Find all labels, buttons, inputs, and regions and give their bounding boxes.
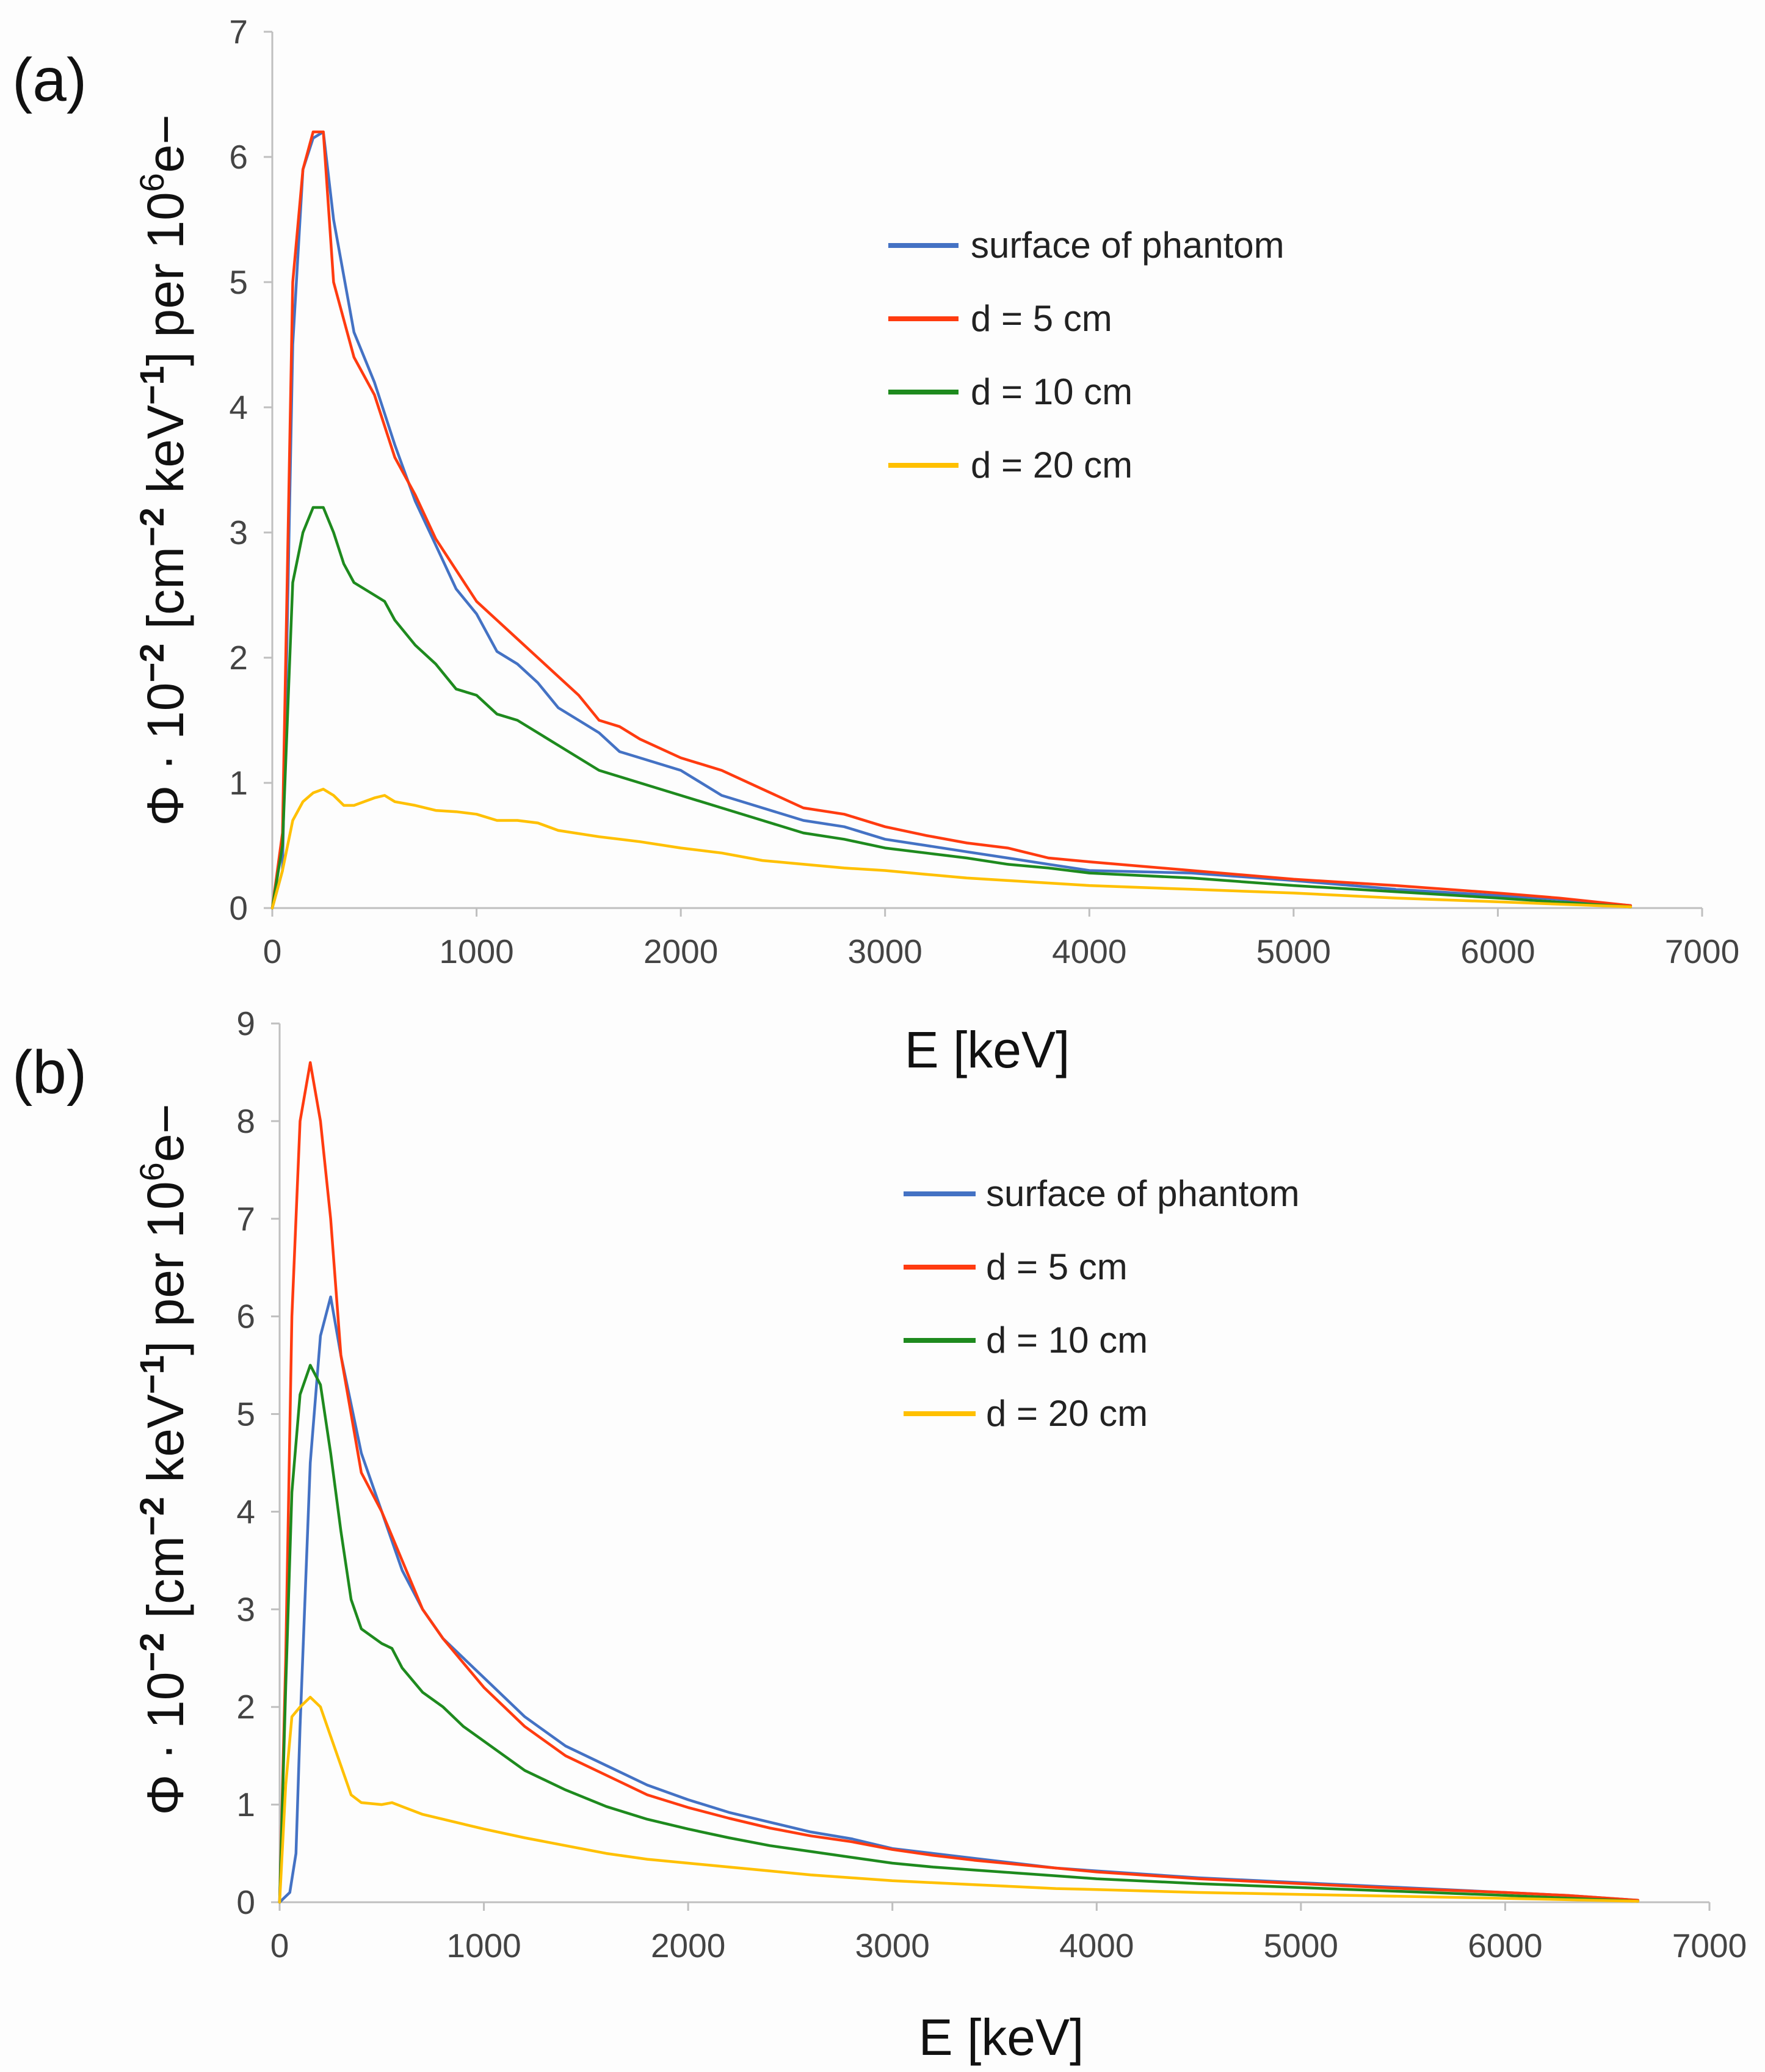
ylabel-exp1-b: −2	[132, 1633, 171, 1672]
series-line-surface-a	[270, 130, 1633, 910]
y-ticks-b: 0 1 2 3 4 5 6 7 8 9	[236, 1005, 280, 1921]
ylabel-unit3-b: ] per 10	[137, 1181, 194, 1355]
y-tick-label-b-6: 6	[236, 1298, 255, 1336]
series-lines-a	[270, 130, 1633, 910]
y-tick-label-a-2: 2	[229, 639, 248, 677]
y-ticks-a: 0 1 2 3 4 5 6 7	[229, 13, 272, 927]
y-tick-label-b-4: 4	[236, 1492, 255, 1530]
y-tick-label-a-4: 4	[229, 388, 248, 426]
axes-b	[278, 1023, 1709, 1903]
legend-a: surface of phantom d = 5 cm d = 10 cm d …	[888, 225, 1285, 485]
x-tick-label-a-6: 6000	[1460, 932, 1535, 970]
y-tick-label-b-3: 3	[236, 1590, 255, 1628]
legend-b: surface of phantom d = 5 cm d = 10 cm d …	[904, 1173, 1300, 1434]
x-tick-label-b-7: 7000	[1672, 1927, 1747, 1965]
x-ticks-b: 0 1000 2000 3000 4000 5000 6000 7000	[270, 1902, 1747, 1965]
y-axis-title-b: Φ · 10−2 [cm−2 keV−1] per 106e−	[132, 1103, 194, 1815]
x-tick-label-b-4: 4000	[1059, 1927, 1134, 1965]
y-tick-label-b-7: 7	[236, 1200, 255, 1238]
x-axis-title-a: E [keV]	[905, 1021, 1070, 1078]
panel-label-b: (b)	[12, 1038, 87, 1107]
y-tick-label-b-1: 1	[236, 1786, 255, 1823]
y-tick-label-b-5: 5	[236, 1395, 255, 1433]
legend-label-surface-a: surface of phantom	[971, 225, 1285, 266]
chart-panel-b: (b) 0 1 2 3 4 5 6 7 8 9 0 1000 2000 3000 4000 5000 6000…	[12, 1005, 1747, 2066]
series-line-d20-b	[278, 1695, 1640, 1904]
y-tick-label-a-3: 3	[229, 514, 248, 551]
ylabel-unit4-b: e−	[137, 1103, 194, 1162]
x-tick-label-b-3: 3000	[855, 1927, 930, 1965]
y-tick-label-a-5: 5	[229, 263, 248, 301]
ylabel-unit2-b: keV	[137, 1394, 194, 1497]
x-tick-label-b-2: 2000	[651, 1927, 725, 1965]
x-tick-label-a-0: 0	[263, 932, 282, 970]
ylabel-exp2-b: −2	[132, 1497, 171, 1536]
ylabel-unit1-a: [cm	[137, 547, 194, 644]
x-tick-label-a-7: 7000	[1665, 932, 1739, 970]
x-tick-label-a-5: 5000	[1256, 932, 1331, 970]
x-tick-label-a-3: 3000	[848, 932, 922, 970]
y-tick-label-b-8: 8	[236, 1102, 255, 1140]
ylabel-unit2-a: keV	[137, 405, 194, 507]
x-tick-label-b-1: 1000	[446, 1927, 521, 1965]
legend-label-d20-a: d = 20 cm	[971, 445, 1133, 485]
x-tick-label-a-2: 2000	[643, 932, 718, 970]
ylabel-exp2-a: −2	[132, 507, 171, 547]
ylabel-exp4-a: 6	[132, 173, 171, 192]
ylabel-exp3-b: −1	[132, 1355, 171, 1394]
series-line-surface-b	[278, 1295, 1640, 1904]
x-axis-title-b: E [keV]	[919, 2008, 1084, 2066]
y-tick-label-b-0: 0	[236, 1883, 255, 1921]
x-ticks-a: 0 1000 2000 3000 4000 5000 6000 7000	[263, 908, 1739, 970]
legend-label-d20-b: d = 20 cm	[986, 1393, 1148, 1434]
y-tick-label-a-7: 7	[229, 13, 248, 51]
ylabel-unit1-b: [cm	[137, 1536, 194, 1633]
chart-panel-a: (a) 0 1 2 3 4 5 6 7 0 1000 2000 3000 4000 5000 6000 70…	[12, 13, 1739, 1078]
ylabel-exp3-a: −1	[132, 366, 171, 405]
series-line-d20-a	[270, 788, 1633, 910]
axes-a	[271, 32, 1702, 909]
y-axis-title-a: Φ · 10−2 [cm−2 keV−1] per 106e−	[132, 114, 194, 826]
y-tick-label-a-6: 6	[229, 138, 248, 176]
legend-label-d5-a: d = 5 cm	[971, 298, 1112, 339]
x-tick-label-b-5: 5000	[1264, 1927, 1338, 1965]
series-lines-b	[278, 1061, 1640, 1904]
y-tick-label-a-0: 0	[229, 889, 248, 927]
series-line-d10-a	[270, 506, 1633, 910]
panel-label-a: (a)	[12, 46, 87, 114]
legend-label-surface-b: surface of phantom	[986, 1173, 1300, 1214]
legend-label-d10-b: d = 10 cm	[986, 1320, 1148, 1361]
y-tick-label-b-9: 9	[236, 1005, 255, 1042]
ylabel-phi-b: Φ · 10	[137, 1672, 194, 1816]
x-tick-label-b-0: 0	[270, 1927, 289, 1965]
x-tick-label-a-4: 4000	[1052, 932, 1126, 970]
legend-label-d5-b: d = 5 cm	[986, 1246, 1128, 1287]
y-tick-label-b-2: 2	[236, 1688, 255, 1726]
series-line-d10-b	[278, 1364, 1640, 1904]
ylabel-exp4-b: 6	[132, 1162, 171, 1181]
series-line-d5-b	[278, 1061, 1640, 1904]
series-line-d5-a	[270, 130, 1633, 910]
ylabel-phi-a: Φ · 10	[137, 683, 194, 826]
y-tick-label-a-1: 1	[229, 764, 248, 802]
ylabel-exp1-a: −2	[132, 644, 171, 683]
legend-label-d10-a: d = 10 cm	[971, 371, 1133, 412]
ylabel-unit3-a: ] per 10	[137, 192, 194, 366]
ylabel-unit4-a: e−	[137, 114, 194, 173]
x-tick-label-b-6: 6000	[1468, 1927, 1542, 1965]
x-tick-label-a-1: 1000	[439, 932, 513, 970]
